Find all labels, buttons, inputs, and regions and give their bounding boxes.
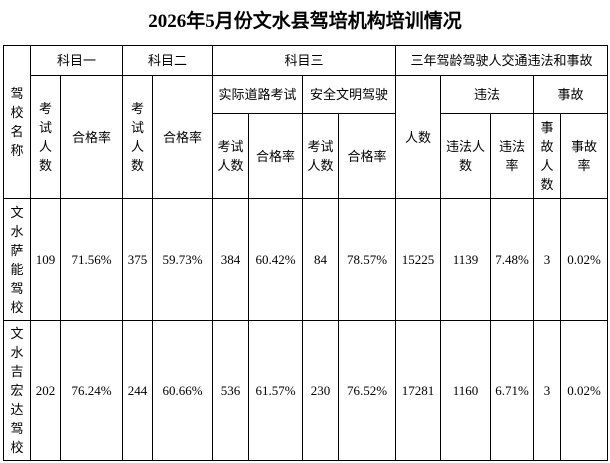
header-cell: 驾校名称 [3,45,31,199]
data-cell: 244 [122,320,154,461]
training-table: 驾校名称 科目一 科目二 科目三 三年驾龄驾驶人交通违法和事故 考试人数 合格率… [3,45,609,461]
data-cell: 60.66% [152,320,214,461]
header-cell: 事故 [533,75,609,114]
header-cell: 违法人数 [440,113,492,199]
school-name: 文水吉宏达驾校 [3,320,31,461]
data-row: 文水萨能驾校 109 71.56% 375 59.73% 384 60.42% 84 78.57… [3,198,609,321]
data-cell: 3 [533,320,562,461]
data-cell: 59.73% [152,198,214,321]
data-cell: 71.56% [59,198,124,321]
data-cell: 375 [122,198,154,321]
header-cell: 科目三 [212,45,397,76]
header-cell: 人数 [395,75,442,199]
header-cell: 实际道路考试 [212,75,304,114]
header-cell: 违法 [440,75,535,114]
data-cell: 202 [30,320,61,461]
data-cell: 3 [533,198,562,321]
header-cell: 科目二 [122,45,214,76]
title: 2026年5月份文水县驾培机构培训情况 [148,11,462,32]
data-cell: 0.02% [560,198,609,321]
header-cell: 考试人数 [30,75,61,199]
data-cell: 76.52% [338,320,397,461]
data-cell: 7.48% [490,198,535,321]
data-cell: 61.57% [248,320,304,461]
header-cell: 三年驾龄驾驶人交通违法和事故 [395,45,609,76]
data-cell: 15225 [395,198,442,321]
header-cell: 安全文明驾驶 [302,75,397,114]
data-cell: 230 [302,320,340,461]
data-cell: 78.57% [338,198,397,321]
data-cell: 0.02% [560,320,609,461]
data-cell: 1139 [440,198,492,321]
data-cell: 60.42% [248,198,304,321]
data-cell: 76.24% [59,320,124,461]
data-cell: 109 [30,198,61,321]
header-cell: 事故率 [560,113,609,199]
data-cell: 6.71% [490,320,535,461]
header-cell: 考试人数 [302,113,340,199]
data-row: 文水吉宏达驾校 202 76.24% 244 60.66% 536 61.57% 230 76.… [3,320,609,461]
data-cell: 1160 [440,320,492,461]
data-cell: 536 [212,320,250,461]
header-row: 考试人数 合格率 考试人数 合格率 违法人数 违法率 事故人数 事故率 [4,113,609,199]
header-row: 驾校名称 科目一 科目二 科目三 三年驾龄驾驶人交通违法和事故 [3,45,609,199]
header-cell: 合格率 [248,113,304,199]
header-cell: 事故人数 [533,113,562,199]
header-row: 考试人数 合格率 考试人数 合格率 实际道路考试 安全文明驾驶 人数 违法 事故 [4,75,609,199]
data-cell: 84 [302,198,340,321]
header-cell: 合格率 [152,75,214,199]
header-cell: 合格率 [338,113,397,199]
school-name: 文水萨能驾校 [3,198,31,321]
header-cell: 考试人数 [212,113,250,199]
header-cell: 科目一 [29,45,124,76]
header-cell: 合格率 [59,75,124,199]
data-cell: 384 [212,198,250,321]
data-cell: 17281 [395,320,442,461]
header-cell: 违法率 [490,113,535,199]
header-cell: 考试人数 [122,75,154,199]
